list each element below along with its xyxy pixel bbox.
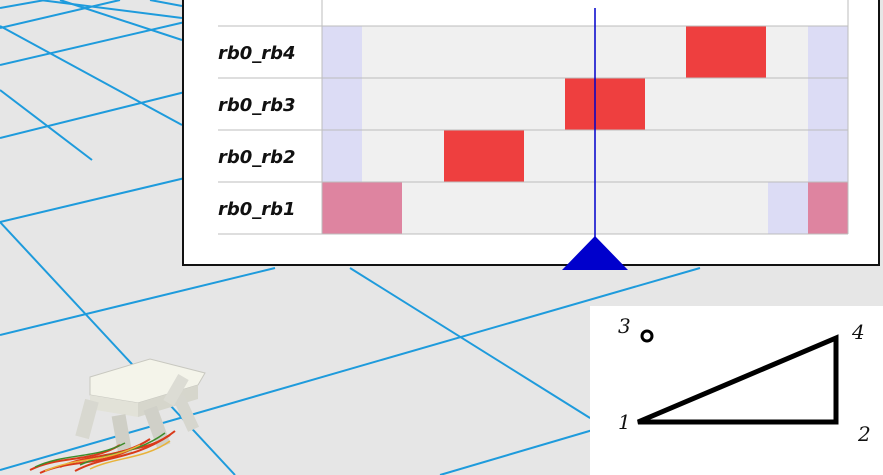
phase-segment [322,78,362,130]
row-label-rb2: rb0_rb2 [218,147,296,168]
leg-label-4: 4 [852,320,865,344]
phase-segment [768,182,808,234]
phase-segment [686,26,766,78]
phase-segment [808,78,848,130]
row-background [322,130,848,182]
leg-support-diagram: 1 2 3 4 [590,306,883,475]
lifted-leg-marker [640,329,654,343]
support-polygon [637,329,839,425]
gait-timeline-chart [218,0,849,264]
phase-segment [808,26,848,78]
leg-label-1: 1 [618,410,631,434]
phase-segment [444,130,524,182]
leg-label-2: 2 [858,422,871,446]
gait-timeline-panel: rb0_rb4 rb0_rb3 rb0_rb2 rb0_rb1 [182,0,880,266]
row-background [322,26,848,78]
leg-label-3: 3 [618,314,631,338]
row-label-rb1: rb0_rb1 [218,199,296,220]
row-background [322,182,848,234]
row-label-rb4: rb0_rb4 [218,43,296,64]
phase-segment [322,182,402,234]
hexapod-robot-icon[interactable] [20,355,220,475]
row-label-rb3: rb0_rb3 [218,95,296,116]
phase-segment [322,26,362,78]
phase-segment [808,182,848,234]
phase-segment [565,78,645,130]
phase-segment [808,130,848,182]
time-marker-icon[interactable] [560,236,630,272]
phase-segment [322,130,362,182]
